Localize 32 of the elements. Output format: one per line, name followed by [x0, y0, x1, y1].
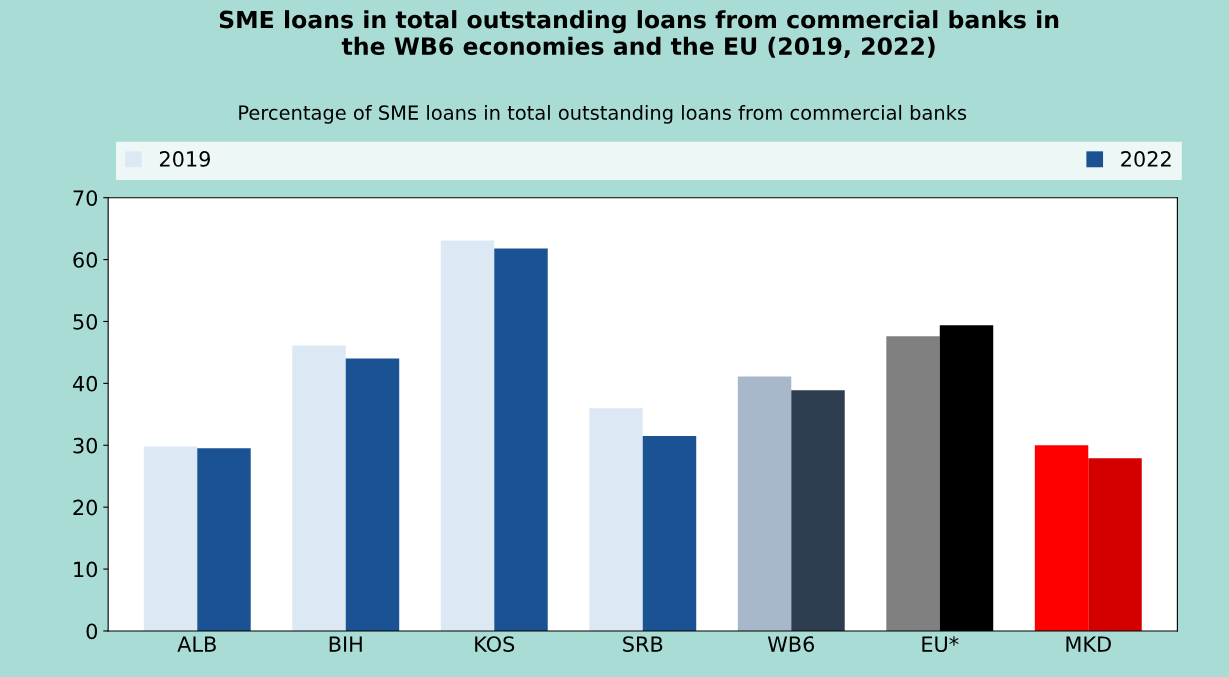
- y-tick-label: 60: [73, 252, 98, 268]
- x-tick-label: EU*: [922, 636, 959, 652]
- y-tick-label: 30: [73, 437, 98, 454]
- y-tick-label: 0: [86, 623, 98, 640]
- x-tick-label: WB6: [767, 636, 815, 652]
- legend-label: 2019: [159, 151, 210, 167]
- legend-label: 2022: [1121, 151, 1171, 167]
- bar: [143, 446, 198, 631]
- bar: [642, 435, 697, 631]
- bar: [494, 248, 548, 631]
- chart-title: SME loans in total outstanding loans from commercial banks in the WB6 economies and the EU (2019, 2022): [219, 10, 1059, 59]
- bar: [737, 376, 792, 631]
- y-tick-label: 40: [72, 375, 98, 392]
- bar: [791, 390, 845, 631]
- x-tick-label: ALB: [177, 636, 216, 652]
- chart-subtitle: Percentage of SME loans in total outstanding loans from commercial banks: [239, 104, 967, 124]
- bar: [197, 448, 251, 631]
- y-tick-label: 50: [73, 313, 98, 330]
- x-tick-label: BIH: [329, 636, 362, 652]
- y-tick-label: 20: [73, 499, 98, 516]
- x-tick-label: MKD: [1066, 636, 1111, 652]
- y-tick-label: 70: [73, 190, 98, 206]
- bar: [345, 358, 400, 631]
- x-tick-label: SRB: [623, 636, 663, 652]
- bar: [1034, 445, 1089, 631]
- bar: [886, 336, 940, 631]
- bar: [589, 408, 643, 631]
- x-tick-label: KOS: [475, 636, 515, 652]
- y-tick-label: 10: [74, 561, 98, 578]
- bar: [1088, 458, 1142, 631]
- bar: [292, 345, 346, 631]
- bar: [440, 240, 495, 631]
